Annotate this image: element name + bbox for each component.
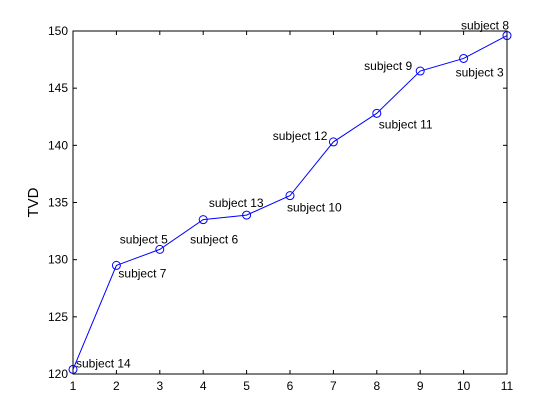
x-tick-label: 8 (373, 379, 380, 393)
data-point-marker (68, 364, 78, 374)
point-label: subject 14 (76, 356, 131, 370)
point-label: subject 12 (273, 129, 328, 143)
data-point-marker (502, 31, 512, 41)
x-tick-label: 4 (200, 379, 207, 393)
point-label: subject 6 (190, 233, 238, 247)
point-labels: subject 14 subject 7 subject 5 subject 6 sub… (76, 19, 509, 371)
x-tick-label: 9 (417, 379, 424, 393)
point-label: subject 10 (287, 201, 342, 215)
x-tick-label: 7 (330, 379, 337, 393)
data-point-marker (242, 210, 252, 220)
point-label: subject 7 (118, 266, 166, 280)
data-point-marker (372, 108, 382, 118)
x-tick-label: 11 (501, 379, 514, 393)
plot-area-frame (72, 30, 508, 375)
point-label: subject 11 (379, 117, 433, 131)
point-label: subject 13 (209, 196, 264, 210)
y-tick-label: 125 (48, 310, 68, 324)
data-point-marker (111, 260, 121, 270)
series-tvd (68, 31, 512, 374)
x-tick-label: 2 (113, 379, 120, 393)
y-tick-label: 135 (48, 196, 68, 210)
y-tick-label: 140 (48, 138, 68, 152)
x-tick-label: 6 (287, 379, 294, 393)
point-label: subject 5 (120, 232, 168, 246)
x-tick-label: 5 (243, 379, 250, 393)
data-point-marker (328, 137, 338, 147)
point-label: subject 9 (364, 59, 412, 73)
point-label: subject 8 (461, 19, 509, 33)
y-tick-label: 150 (48, 24, 68, 38)
data-point-marker (155, 244, 165, 254)
data-point-marker (459, 53, 469, 63)
y-tick-label: 130 (48, 253, 68, 267)
y-axis-ticks: 120 125 130 135 140 145 150 (48, 24, 507, 381)
y-axis-label: TVD (25, 187, 42, 217)
x-tick-label: 1 (70, 379, 77, 393)
point-label: subject 3 (456, 65, 504, 79)
data-point-marker (415, 66, 425, 76)
x-axis-ticks: 1 2 3 4 5 6 7 8 9 10 11 (70, 31, 514, 393)
y-tick-label: 120 (48, 367, 68, 381)
x-tick-label: 10 (457, 379, 471, 393)
y-tick-label: 145 (48, 81, 68, 95)
x-tick-label: 3 (156, 379, 163, 393)
series-line (72, 35, 508, 370)
data-point-marker (198, 215, 208, 225)
data-point-marker (285, 191, 295, 201)
